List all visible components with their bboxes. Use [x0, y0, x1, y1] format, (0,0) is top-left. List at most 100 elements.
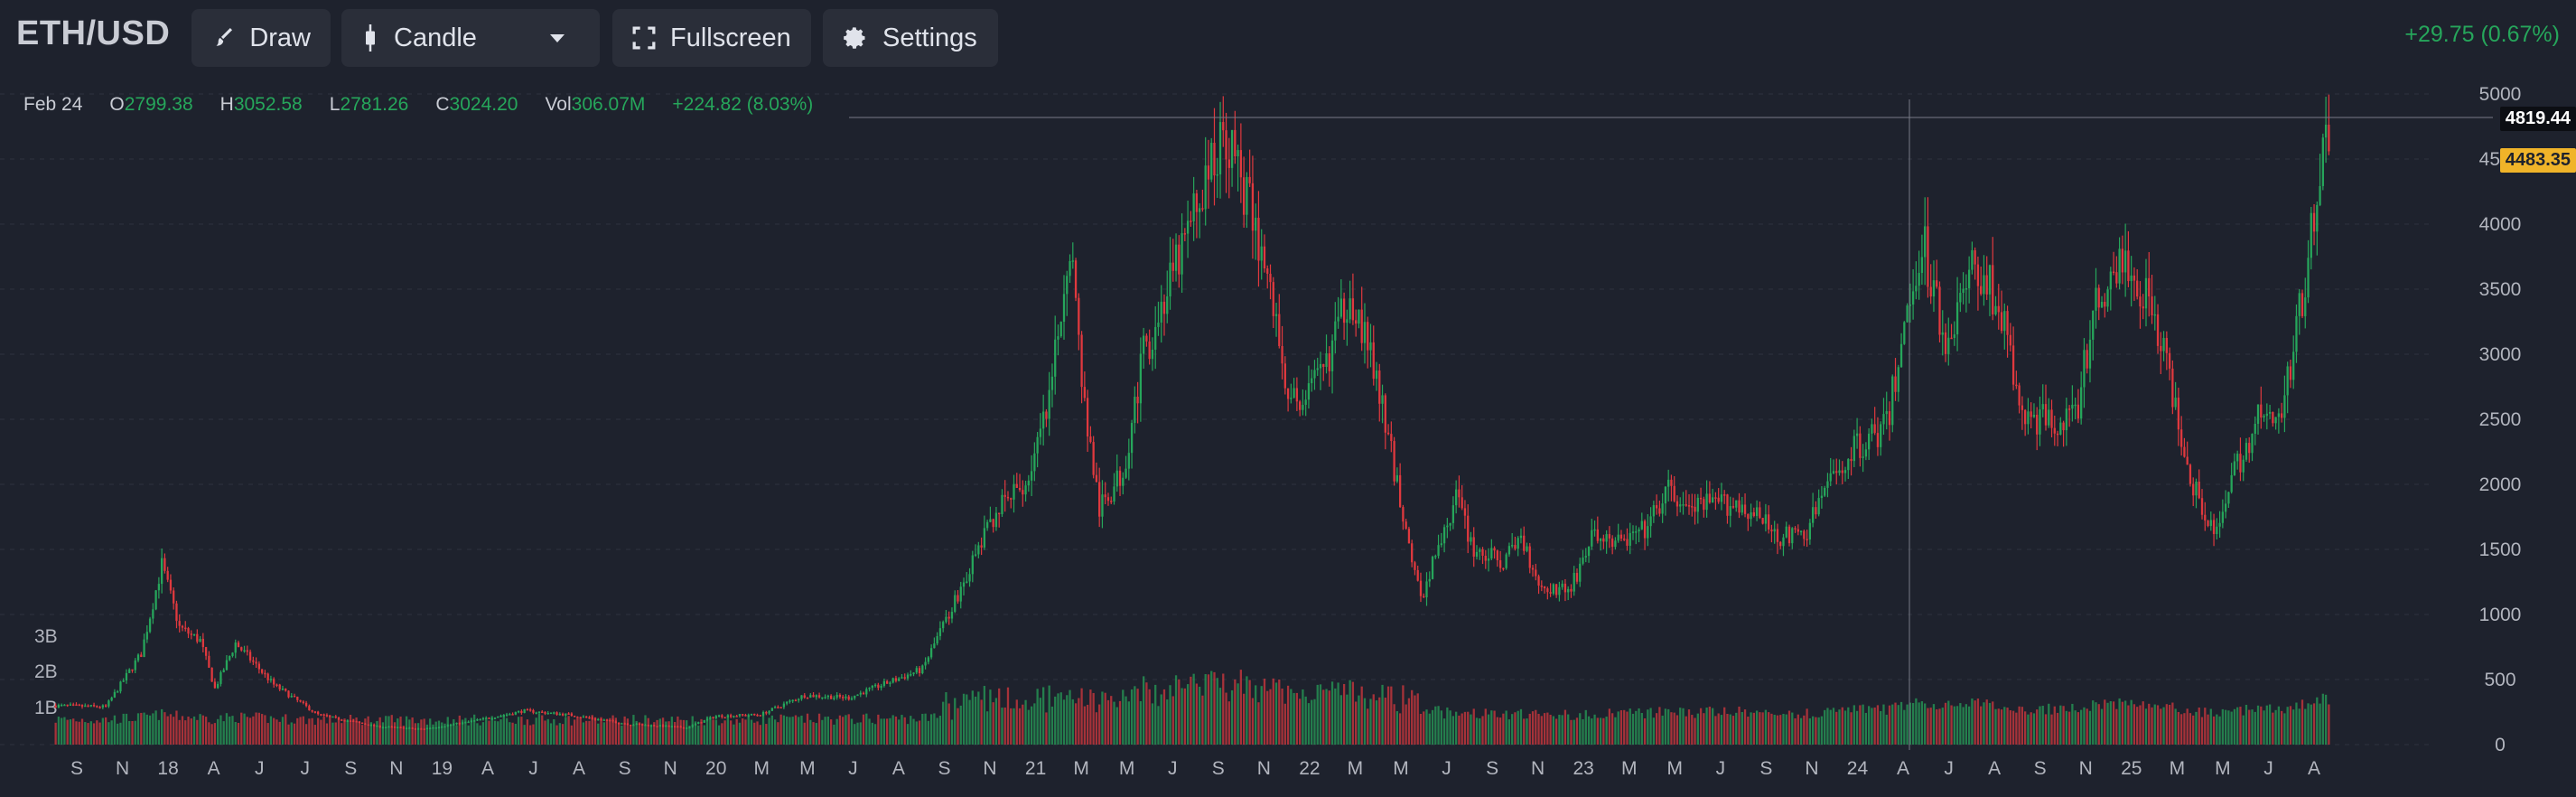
candle-body — [2200, 498, 2204, 515]
volume-bar — [1059, 692, 1062, 745]
volume-bar — [2148, 703, 2151, 745]
volume-bar — [856, 722, 859, 745]
fullscreen-button[interactable]: Fullscreen — [612, 9, 811, 67]
volume-bar — [954, 698, 957, 745]
candle-body — [985, 521, 989, 529]
volume-bar — [1596, 717, 1599, 745]
candle-body — [1263, 246, 1266, 269]
volume-bar — [1806, 708, 1808, 745]
volume-bar — [423, 718, 425, 745]
candle-body — [1222, 122, 1225, 131]
volume-bar — [1360, 686, 1363, 745]
volume-bar — [526, 719, 529, 745]
volume-bar — [1667, 708, 1670, 745]
candle-body — [1278, 314, 1281, 347]
volume-bar — [1033, 703, 1036, 745]
volume-bar — [117, 723, 119, 745]
volume-bar — [1820, 716, 1824, 745]
volume-bar — [938, 716, 942, 745]
volume-bar — [1570, 719, 1573, 745]
candle-body — [1225, 130, 1227, 160]
candle-body — [1281, 346, 1283, 364]
volume-bar — [1001, 708, 1003, 745]
draw-button[interactable]: Draw — [191, 9, 331, 67]
candle-body — [1186, 220, 1190, 234]
candle-body — [974, 554, 977, 556]
volume-bar — [2130, 699, 2133, 745]
candle-body — [558, 713, 561, 716]
candle-body — [2106, 289, 2109, 307]
candle-body — [1496, 550, 1498, 561]
volume-bar — [1278, 680, 1281, 745]
volume-bar — [1567, 714, 1570, 745]
volume-bar — [1955, 706, 1959, 745]
candle-body — [782, 703, 786, 708]
volume-bar — [850, 718, 854, 745]
candle-body — [894, 678, 898, 681]
volume-bar — [523, 725, 526, 745]
x-tick-label: 22 — [1299, 758, 1320, 779]
candle-body — [485, 717, 488, 719]
volume-bar — [1110, 696, 1113, 745]
volume-bar — [945, 692, 947, 745]
volume-bar — [1853, 705, 1855, 745]
volume-bar — [1535, 709, 1537, 745]
volume-bar — [2088, 710, 2092, 745]
candle-body — [2077, 404, 2080, 419]
candle-body — [2186, 456, 2189, 465]
candle-body — [1110, 501, 1113, 502]
volume-bar — [2207, 714, 2209, 745]
candle-body — [1316, 368, 1319, 370]
volume-bar — [806, 713, 809, 745]
volume-bar — [1899, 701, 1903, 745]
volume-bar — [1602, 717, 1605, 745]
volume-bar — [1623, 709, 1626, 745]
volume-bar — [1437, 706, 1440, 745]
candle-body — [1658, 508, 1661, 514]
candle-body — [1593, 529, 1596, 531]
candle-body — [1717, 497, 1720, 502]
candle-body — [1880, 424, 1882, 447]
volume-bar — [61, 717, 63, 745]
candle-body — [1319, 363, 1322, 369]
volume-value: 306.07M — [571, 94, 646, 115]
candle-body — [237, 642, 240, 648]
volume-bar — [1470, 714, 1472, 745]
volume-bar — [1944, 702, 1947, 745]
volume-bar — [579, 717, 582, 745]
volume-bar — [1927, 708, 1929, 745]
volume-bar — [1154, 684, 1157, 745]
candle-body — [54, 705, 57, 708]
candle-body — [2053, 427, 2056, 434]
price-chart[interactable]: 5000450040003500300025002000150010005000… — [0, 72, 2576, 797]
volume-bar — [1743, 709, 1747, 745]
volume-bar — [1868, 706, 1871, 745]
candle-body — [750, 713, 753, 716]
volume-bar — [821, 719, 824, 745]
volume-bar — [210, 724, 213, 745]
candle-body — [2115, 272, 2118, 284]
volume-bar — [1151, 703, 1154, 745]
volume-bar — [1190, 676, 1192, 745]
candle-body — [225, 660, 229, 670]
candle-body — [871, 685, 873, 689]
chart-type-dropdown[interactable]: Candle — [341, 9, 600, 67]
y-tick-label: 3500 — [2479, 279, 2522, 300]
candle-body — [1726, 494, 1729, 516]
settings-button[interactable]: Settings — [823, 9, 998, 67]
candle-body — [1481, 549, 1484, 557]
volume-bar — [815, 723, 817, 745]
volume-bar — [826, 716, 830, 745]
volume-bar — [334, 722, 337, 745]
volume-bar — [390, 715, 393, 745]
volume-bar — [1414, 695, 1416, 745]
volume-bar — [352, 718, 355, 745]
volume-bar — [122, 713, 125, 745]
fullscreen-icon — [632, 26, 656, 50]
volume-bar — [1647, 709, 1649, 745]
candle-body — [1517, 538, 1519, 549]
volume-bar — [1493, 710, 1496, 745]
volume-bar — [910, 716, 912, 745]
candle-body — [1591, 530, 1593, 547]
volume-bar — [1911, 702, 1915, 745]
